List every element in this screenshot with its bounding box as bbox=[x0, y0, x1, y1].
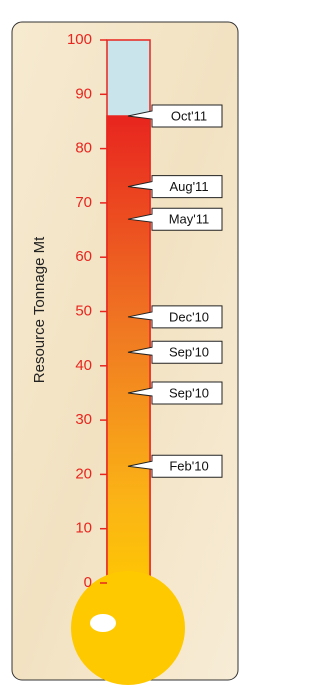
y-tick-label: 50 bbox=[75, 302, 92, 319]
y-tick-label: 20 bbox=[75, 465, 92, 482]
callout-label: Aug'11 bbox=[169, 179, 208, 194]
y-tick-label: 100 bbox=[67, 31, 92, 48]
y-tick-label: 40 bbox=[75, 357, 92, 374]
callout-label: May'11 bbox=[169, 212, 210, 227]
callout-label: Sep'10 bbox=[169, 385, 209, 400]
bulb-highlight bbox=[90, 614, 116, 632]
callout-label: Sep'10 bbox=[169, 345, 209, 360]
y-tick-label: 70 bbox=[75, 194, 92, 211]
callout-label: Feb'10 bbox=[169, 459, 208, 474]
y-tick-label: 90 bbox=[75, 85, 92, 102]
y-axis-label: Resource Tonnage Mt bbox=[31, 236, 48, 383]
y-tick-label: 0 bbox=[84, 574, 92, 591]
callout-label: Oct'11 bbox=[171, 108, 207, 123]
mercury bbox=[107, 116, 150, 603]
callout-label: Dec'10 bbox=[169, 309, 209, 324]
y-tick-label: 80 bbox=[75, 140, 92, 157]
y-tick-label: 30 bbox=[75, 411, 92, 428]
y-tick-label: 60 bbox=[75, 248, 92, 265]
chart: Resource Tonnage Mt 0 10 20 30 40 50 60 70 80 90 1… bbox=[0, 0, 245, 690]
y-tick-label: 10 bbox=[75, 520, 92, 537]
